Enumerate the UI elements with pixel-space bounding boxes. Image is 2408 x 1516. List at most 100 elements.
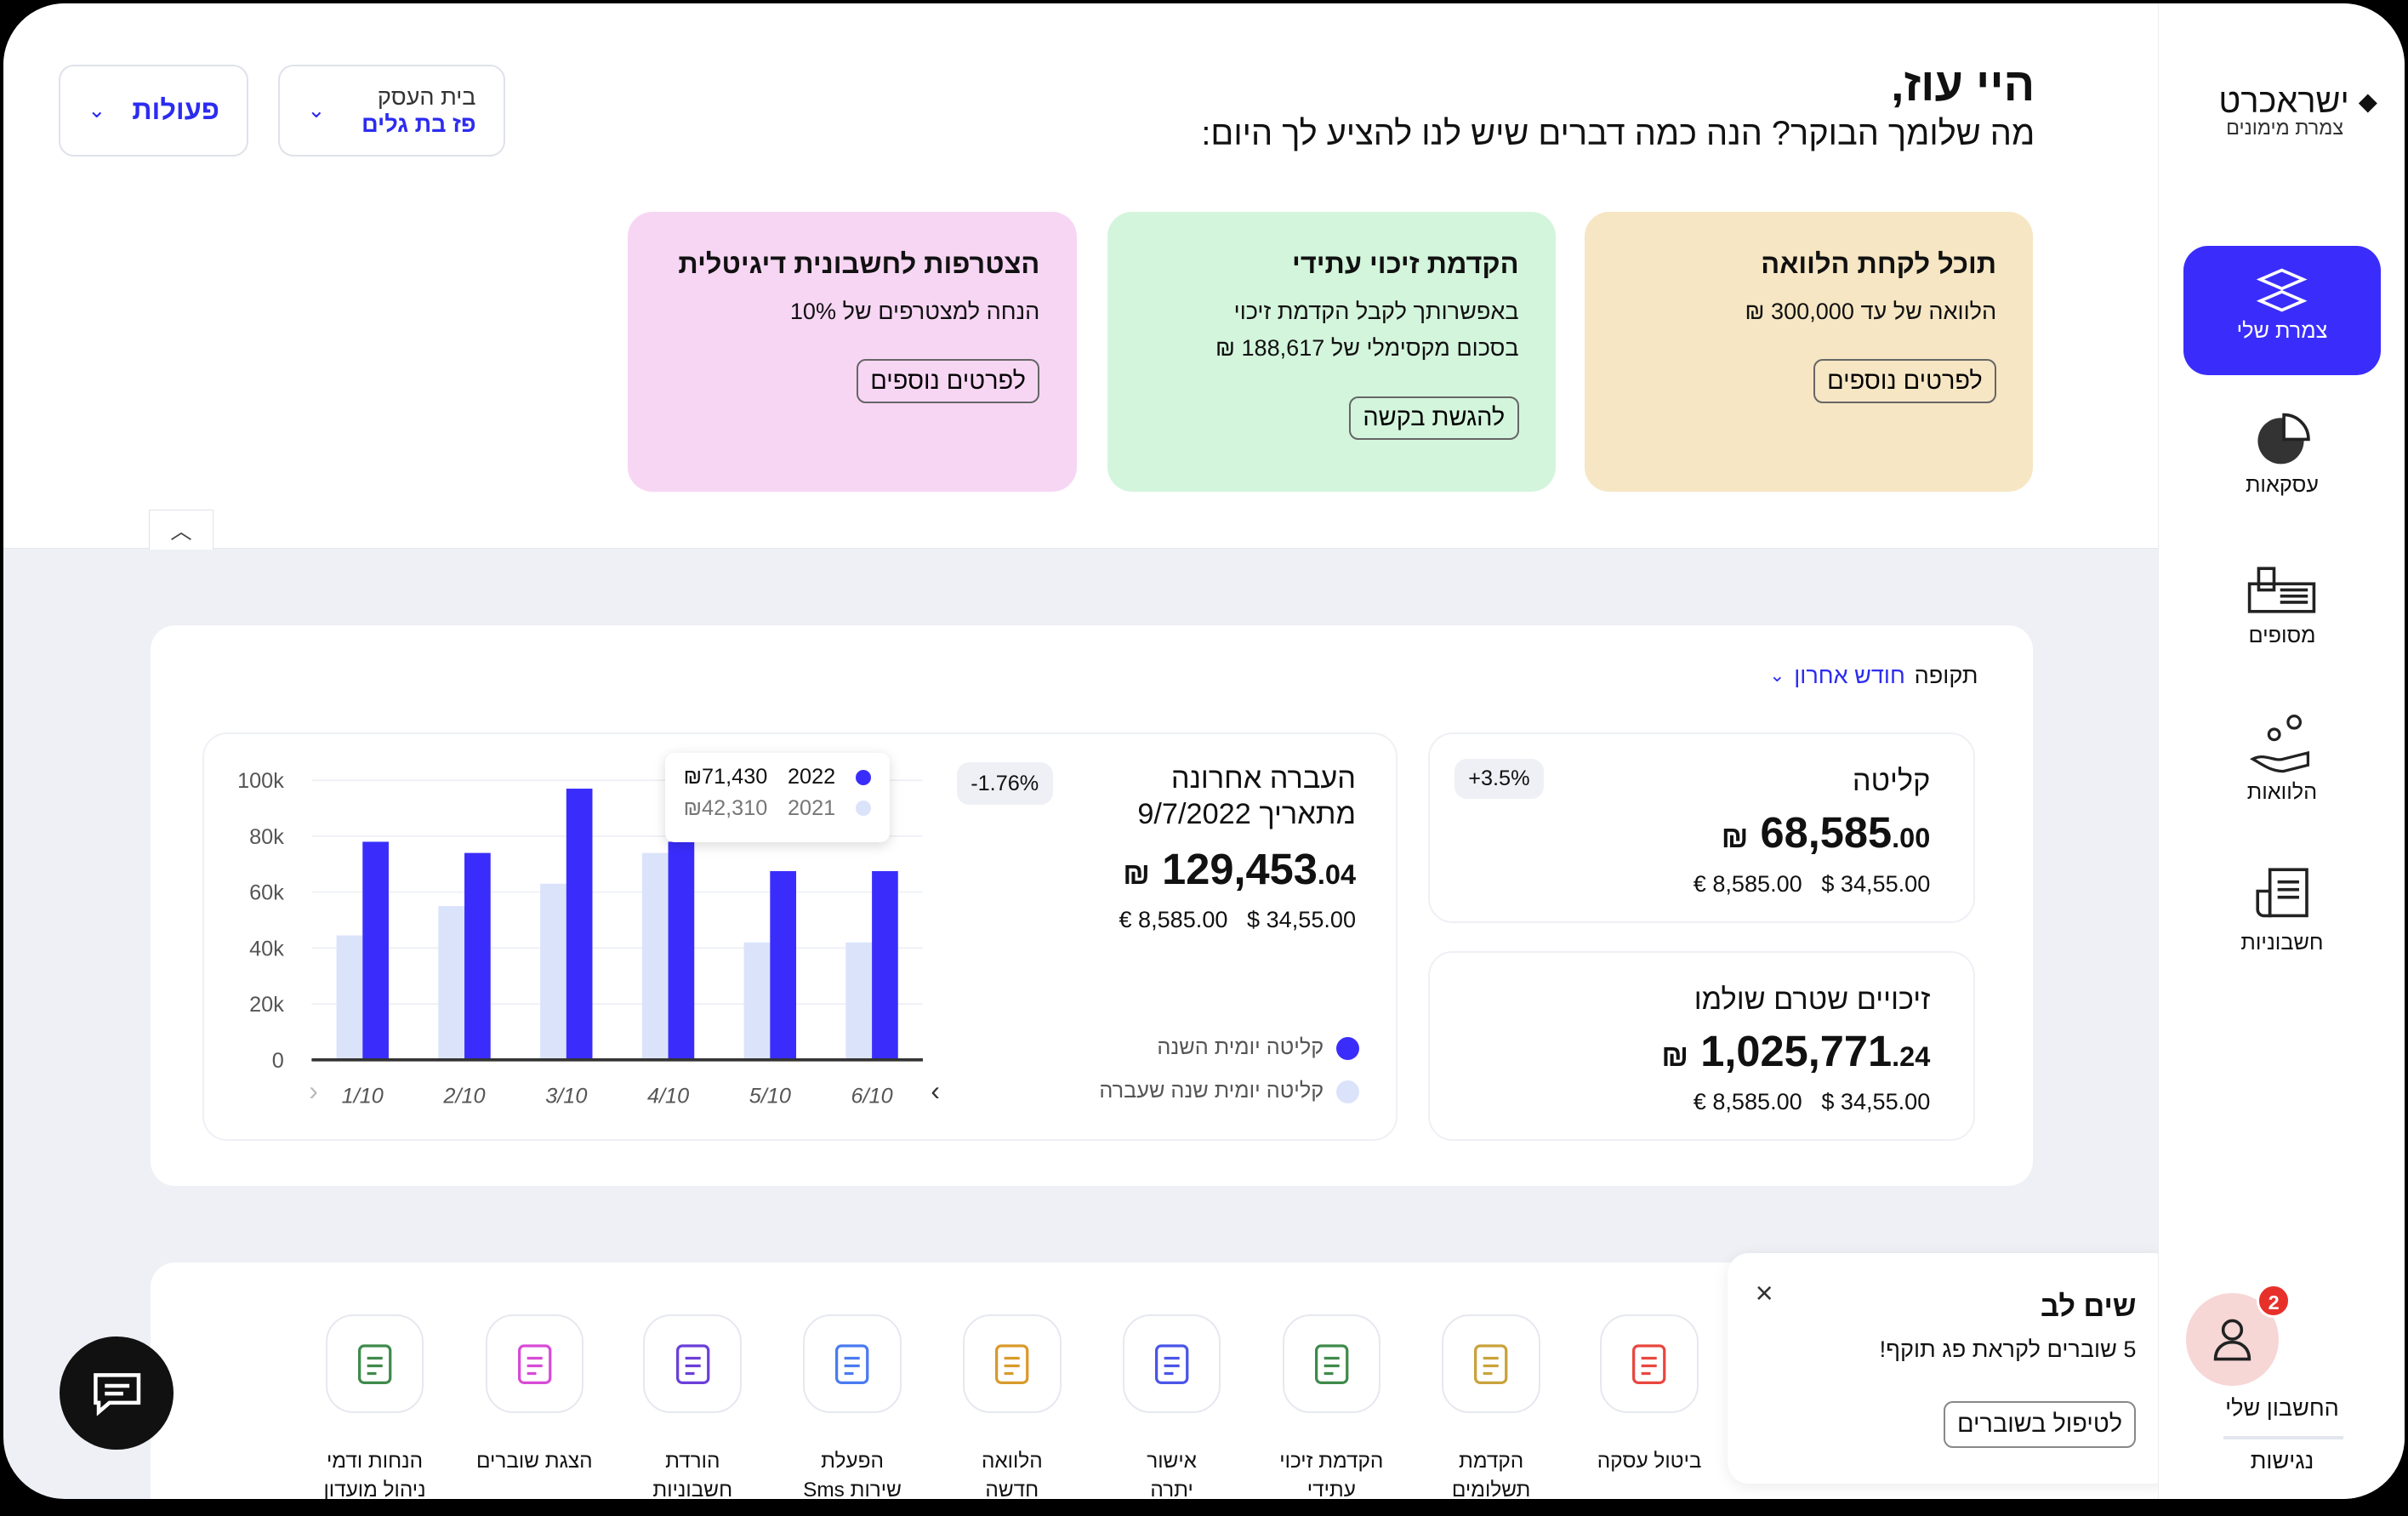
- offer-button[interactable]: לפרטים נוספים: [1813, 359, 1997, 403]
- transfer-chart-card: העברה אחרונה מתאריך 9/7/2022 ₪ 129,453.0…: [202, 732, 1398, 1142]
- divider: [2223, 1436, 2344, 1439]
- stats-panel: תקופה חודש אחרון ⌄ קליטה ₪ 68,585.00 € 8…: [150, 624, 2034, 1186]
- period-selector[interactable]: תקופה חודש אחרון ⌄: [1769, 662, 1978, 689]
- intake-card: קליטה ₪ 68,585.00 € 8,585.00 $ 34,55.00 …: [1428, 732, 1975, 924]
- chart-legend: קליטה יומית השנה קליטה יומית שנה שעברה: [1099, 1026, 1359, 1113]
- offer-card: הקדמת זיכוי עתידי באפשרותך לקבל הקדמת זי…: [1107, 212, 1556, 492]
- legend-current: קליטה יומית השנה: [1099, 1026, 1359, 1069]
- chevron-up-icon: ︿: [170, 520, 192, 544]
- quick-action[interactable]: הורדת חשבוניות: [643, 1314, 743, 1499]
- intake-change-badge: +3.5%: [1454, 759, 1544, 800]
- legend-previous: קליטה יומית שנה שעברה: [1099, 1069, 1359, 1113]
- bar-2022: [362, 841, 390, 1060]
- quick-action-label: הורדת: [665, 1449, 720, 1473]
- credits-amount: ₪ 1,025,771.24: [1661, 1026, 1931, 1075]
- quick-action-label: אישור: [1147, 1449, 1197, 1473]
- bar-2021: [743, 942, 771, 1060]
- chat-button[interactable]: [60, 1336, 174, 1450]
- x-tick-label: 2/10: [443, 1085, 486, 1109]
- unpaid-credits-card: זיכויים שטרם שולמו ₪ 1,025,771.24 € 8,58…: [1428, 950, 1975, 1142]
- x-tick-label: 3/10: [546, 1085, 588, 1109]
- intake-eur: € 8,585.00: [1693, 869, 1802, 897]
- offer-text: בסכום מקסימלי של 188,617 ₪: [1215, 334, 1519, 362]
- offer-card: הצטרפות לחשבונית דיגיטלית הנחה למצטרפים …: [628, 212, 1077, 492]
- quick-action-label: הקדמת זיכוי: [1279, 1449, 1384, 1473]
- calendar-icon: [1122, 1314, 1221, 1414]
- last-transfer-amount: ₪ 129,453.04: [1123, 844, 1357, 893]
- quick-action[interactable]: הקדמת זיכוי עתידי: [1279, 1314, 1383, 1499]
- bar-2021: [642, 852, 669, 1060]
- y-tick-label: 0: [272, 1049, 284, 1073]
- quick-action-label: תשלומים: [1451, 1479, 1531, 1500]
- x-tick-label: 5/10: [749, 1085, 791, 1109]
- quick-action[interactable]: הנחות ודמי ניהול מועדון: [323, 1314, 426, 1499]
- bar-2022: [872, 871, 899, 1060]
- tag-icon: [325, 1314, 424, 1414]
- quick-action-label: חשבוניות: [652, 1479, 733, 1500]
- quick-action[interactable]: הקדמת תשלומים: [1442, 1314, 1540, 1499]
- terminal-icon: [2183, 562, 2380, 624]
- my-account-link[interactable]: החשבון שלי: [2225, 1394, 2339, 1422]
- intake-title: קליטה: [1852, 765, 1931, 798]
- sidebar-item[interactable]: מסופים: [2183, 556, 2380, 648]
- sidebar-item[interactable]: צמרת שלי: [2183, 245, 2381, 375]
- y-tick-label: 100k: [237, 769, 284, 793]
- quick-action-label: הלוואה: [981, 1449, 1043, 1473]
- accessibility-link[interactable]: נגישות: [2250, 1446, 2314, 1473]
- transfer-change-badge: -1.76%: [956, 761, 1053, 806]
- y-tick-label: 60k: [249, 881, 284, 905]
- quick-action-label: שירות Sms: [803, 1479, 902, 1500]
- sidebar-item[interactable]: הלוואות: [2183, 707, 2380, 805]
- greeting: היי עוז,: [1891, 59, 2035, 111]
- loan-hand-icon: [2183, 713, 2380, 780]
- bar-2021: [336, 935, 363, 1060]
- handle-vouchers-button[interactable]: לטיפול בשוברים: [1943, 1400, 2137, 1448]
- sidebar: ◆ ישראכרט צמרת מימונים צמרת שלי עסקאות מס…: [2157, 3, 2405, 1500]
- quick-action-label: ניהול מועדון: [323, 1479, 426, 1500]
- quick-action-label: יתרה: [1150, 1479, 1193, 1500]
- offer-text: הנחה למצטרפים של 10%: [789, 297, 1040, 324]
- quick-action-label: חדשה: [985, 1479, 1039, 1500]
- quick-action-label: ביטול עסקה: [1597, 1449, 1702, 1473]
- sidebar-item-label: עסקאות: [2245, 472, 2320, 497]
- quick-action[interactable]: הצגת שוברים: [476, 1314, 593, 1473]
- quick-action[interactable]: ביטול עסקה: [1597, 1314, 1701, 1473]
- notification-badge: 2: [2257, 1284, 2291, 1319]
- actions-button[interactable]: פעולות ⌄: [58, 64, 249, 157]
- business-selector[interactable]: בית העסק פז בת גלים ⌄: [277, 64, 505, 157]
- user-icon: [2213, 1319, 2251, 1361]
- pie-chart-icon: [2183, 412, 2380, 473]
- close-icon[interactable]: ×: [1755, 1274, 1773, 1310]
- y-tick-label: 20k: [249, 993, 284, 1017]
- last-transfer-usd: $ 34,55.00: [1247, 906, 1357, 933]
- x-tick-label: 6/10: [851, 1085, 893, 1109]
- credits-title: זיכויים שטרם שולמו: [1694, 983, 1931, 1016]
- account-avatar[interactable]: 2: [2186, 1284, 2291, 1386]
- offer-button[interactable]: להגשת בקשה: [1348, 396, 1519, 441]
- quick-action[interactable]: אישור יתרה: [1122, 1314, 1221, 1499]
- quick-action[interactable]: הלוואה חדשה: [963, 1314, 1062, 1499]
- sidebar-item-label: מסופים: [2248, 623, 2316, 647]
- app-window: היי עוז, מה שלומך הבוקר? הנה כמה דברים ש…: [3, 3, 2405, 1500]
- chevron-down-icon: ⌄: [307, 98, 326, 123]
- x-tick-label: 1/10: [342, 1085, 384, 1109]
- offer-title: הקדמת זיכוי עתידי: [1292, 248, 1519, 280]
- actions-label: פעולות: [132, 94, 219, 126]
- chart-prev-arrow[interactable]: ‹: [309, 1075, 318, 1107]
- collapse-button[interactable]: ︿: [149, 510, 213, 550]
- quick-action-label: הקדמת: [1459, 1449, 1524, 1473]
- offer-button[interactable]: לפרטים נוספים: [856, 359, 1040, 403]
- sidebar-item[interactable]: חשבוניות: [2183, 857, 2380, 955]
- offer-text: באפשרותך לקבל הקדמת זיכוי: [1233, 297, 1519, 324]
- business-label: בית העסק: [377, 83, 476, 110]
- sidebar-item-label: צמרת שלי: [2236, 319, 2328, 344]
- tzameret-icon: [2183, 267, 2380, 319]
- tooltip-year-2021: 2021: [787, 795, 836, 820]
- chart-next-arrow[interactable]: ›: [931, 1075, 941, 1107]
- sidebar-item[interactable]: עסקאות: [2183, 406, 2380, 498]
- y-tick-label: 80k: [249, 825, 284, 849]
- credits-eur: € 8,585.00: [1693, 1087, 1802, 1114]
- period-value: חודש אחרון: [1794, 662, 1905, 689]
- tooltip-year-2022: 2022: [787, 765, 836, 789]
- quick-action[interactable]: הפעלת שירות Sms: [803, 1314, 902, 1499]
